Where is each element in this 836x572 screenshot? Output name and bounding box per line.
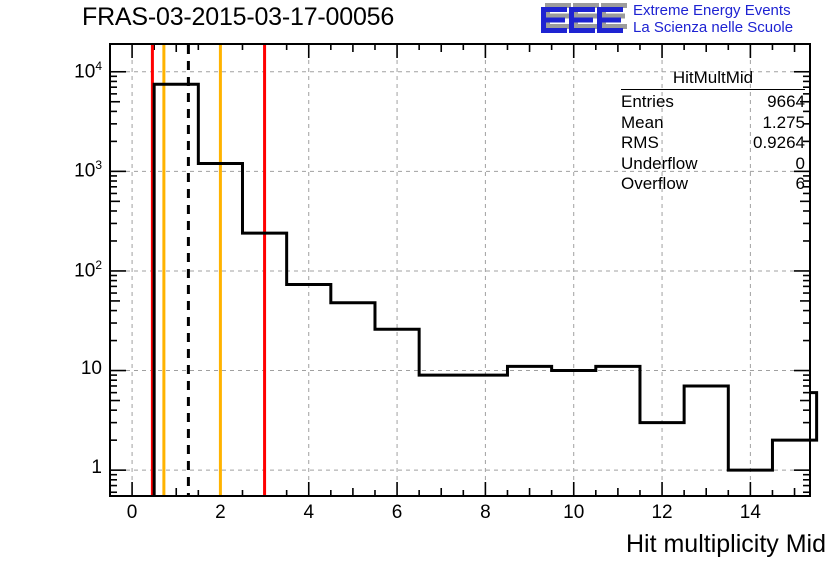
axis-ticks [110,44,810,496]
stats-row: Mean 1.275 [617,113,809,134]
eee-logo: Extreme Energy Events La Scienza nelle S… [541,2,833,38]
x-axis-tick-label: 4 [303,502,315,523]
y-axis-tick-label: 10 [80,357,102,379]
plot-frame [109,43,811,497]
stats-key: Mean [621,112,664,132]
stats-value: 1.275 [762,112,805,132]
logo-text: Extreme Energy Events La Scienza nelle S… [633,2,793,36]
x-axis-tick-label: 10 [563,502,585,523]
stats-key: Underflow [621,153,698,173]
x-axis-tick-label: 6 [391,502,403,523]
x-axis-tick-label: 14 [739,502,761,523]
y-axis-tick-label: 103 [74,158,102,182]
stats-rows: Entries 9664 Mean 1.275 RMS 0.9264 Underflow 0 O… [617,92,809,195]
logo-line-2: La Scienza nelle Scuole [633,19,794,36]
stats-value: 6 [795,174,805,193]
stats-row: Underflow 0 [617,154,809,175]
stats-row: Entries 9664 [617,92,809,113]
marker-lines [150,45,267,495]
x-axis-tick-label: 8 [480,502,491,523]
page-title: FRAS-03-2015-03-17-00056 [82,3,395,31]
y-axis-tick-label: 1 [91,457,102,479]
stats-value: 0 [795,153,805,173]
stats-row: RMS 0.9264 [617,133,809,154]
stats-value: 0.9264 [753,133,805,152]
x-axis-tick-label: 12 [651,502,673,523]
stats-key: Entries [621,92,674,111]
histogram-outline [152,82,819,496]
stats-row: Overflow 6 [617,174,809,195]
stats-box: HitMultMid Entries 9664 Mean 1.275 RMS 0.9264… [617,68,809,195]
y-axis-tick-label: 102 [74,257,102,282]
logo-line-1: Extreme Energy Events [633,2,791,19]
x-axis-title: Hit multiplicity Mid [625,530,826,558]
x-axis-tick-label: 0 [126,502,138,523]
y-axis-tick-label: 104 [74,58,102,83]
eee-mark-icon [541,3,627,33]
stats-key: Overflow [621,174,689,193]
stats-title: HitMultMid [621,68,805,90]
plot-frame-rect [109,43,811,497]
stats-key: RMS [621,133,659,152]
histogram-line [152,82,819,496]
stats-value: 9664 [767,92,805,111]
x-axis-tick-label: 2 [215,502,226,523]
